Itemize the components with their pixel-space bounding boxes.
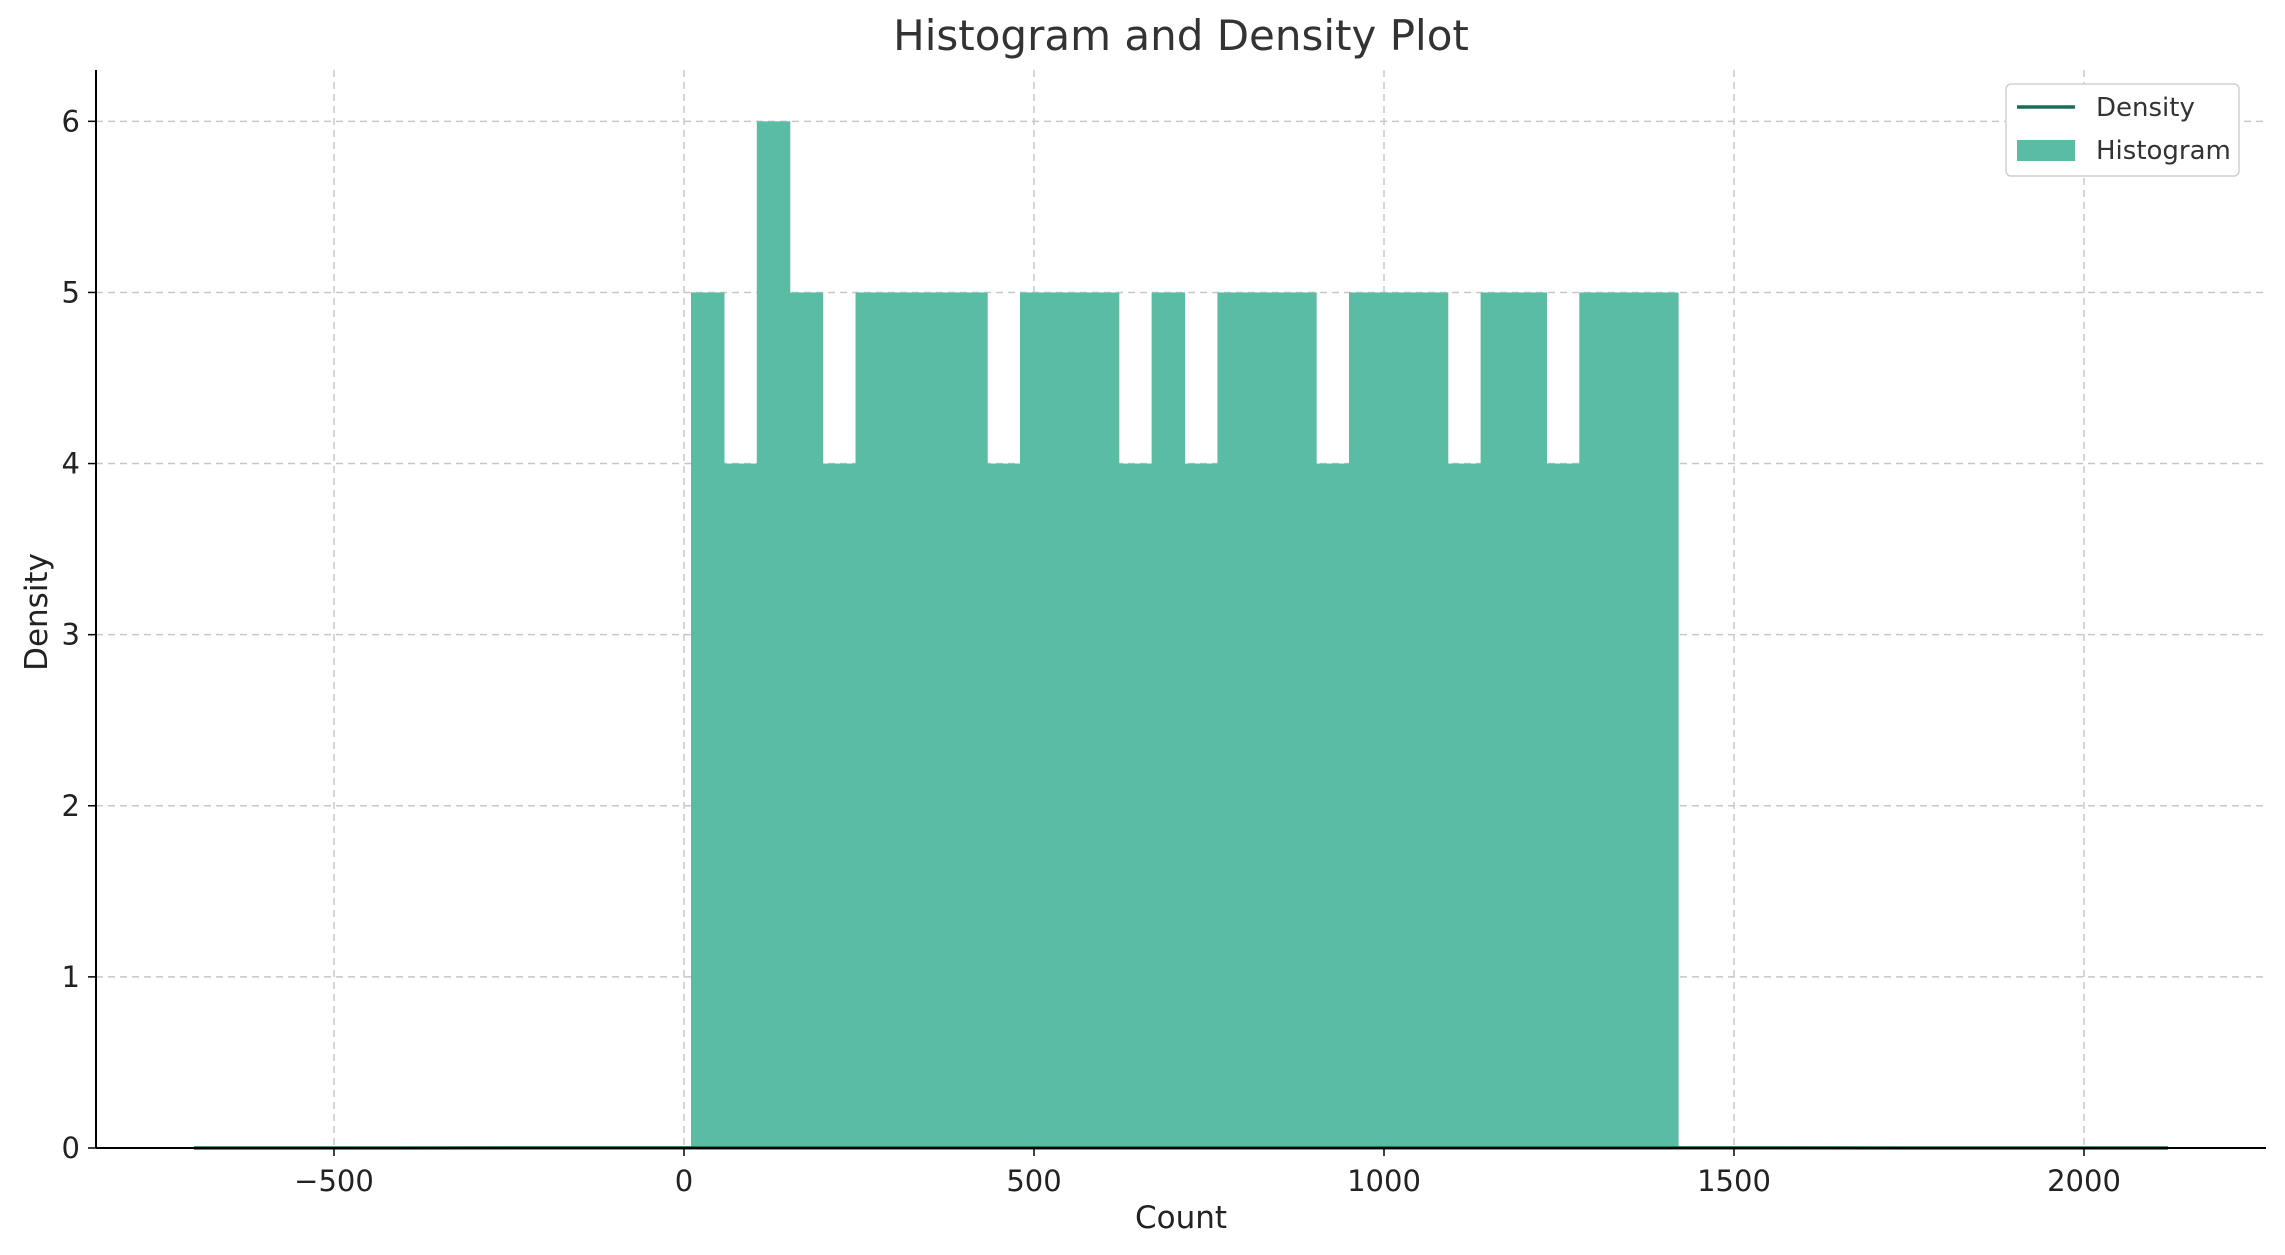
histogram-bar — [1381, 292, 1416, 1148]
x-tick-label: 1500 — [1697, 1164, 1771, 1198]
histogram-bar — [691, 292, 725, 1148]
histogram-bar — [987, 463, 1021, 1148]
histogram-bar — [822, 463, 857, 1148]
histogram-bar — [1447, 463, 1482, 1148]
histogram-bar — [1316, 463, 1350, 1148]
histogram-bar — [1612, 292, 1646, 1148]
histogram-bar — [789, 292, 824, 1148]
x-axis-ticks: −500 0 500 1000 1500 2000 — [294, 1148, 2121, 1198]
histogram-bar — [1645, 292, 1679, 1148]
y-axis-ticks: 0 1 2 3 4 5 6 — [62, 104, 96, 1165]
x-tick-label: 1000 — [1347, 1164, 1421, 1198]
histogram-bar — [1217, 292, 1251, 1148]
legend: Density Histogram — [2005, 83, 2240, 177]
histogram-bar — [1546, 463, 1580, 1148]
y-tick-label: 6 — [62, 104, 80, 138]
legend-histogram-swatch — [2017, 140, 2075, 161]
y-tick-label: 1 — [62, 960, 80, 994]
histogram-bar — [1513, 292, 1547, 1148]
histogram-bar — [1151, 292, 1186, 1148]
histogram-bar — [1085, 292, 1120, 1148]
legend-density-label: Density — [2096, 93, 2195, 123]
legend-histogram-label: Histogram — [2096, 136, 2231, 166]
x-tick-label: 500 — [1006, 1164, 1061, 1198]
histogram-bar — [1020, 292, 1054, 1148]
histogram-bar — [1480, 292, 1515, 1148]
histogram-bar — [1579, 292, 1613, 1148]
histogram-bar — [1414, 292, 1449, 1148]
histogram-bar — [756, 121, 791, 1148]
y-tick-label: 3 — [62, 618, 80, 652]
histogram-bar — [954, 292, 988, 1148]
y-tick-label: 0 — [62, 1131, 80, 1165]
x-tick-label: 0 — [675, 1164, 693, 1198]
x-tick-label: −500 — [294, 1164, 374, 1198]
histogram-bar — [1283, 292, 1317, 1148]
histogram-bar — [1118, 463, 1153, 1148]
histogram-bar — [855, 292, 889, 1148]
y-tick-label: 4 — [62, 447, 80, 481]
histogram-bar — [921, 292, 955, 1148]
y-axis-label: Density — [19, 553, 55, 671]
histogram-bar — [1052, 292, 1087, 1148]
chart-title: Histogram and Density Plot — [893, 11, 1469, 60]
x-axis-label: Count — [1135, 1200, 1227, 1236]
y-tick-label: 2 — [62, 789, 80, 823]
histogram-bar — [1184, 463, 1218, 1148]
y-tick-label: 5 — [62, 275, 80, 309]
histogram-bar — [723, 463, 758, 1148]
histogram-bar — [1349, 292, 1383, 1148]
histogram-bars — [691, 121, 1679, 1148]
histogram-bar — [1250, 292, 1284, 1148]
histogram-bar — [888, 292, 922, 1148]
x-tick-label: 2000 — [2047, 1164, 2121, 1198]
